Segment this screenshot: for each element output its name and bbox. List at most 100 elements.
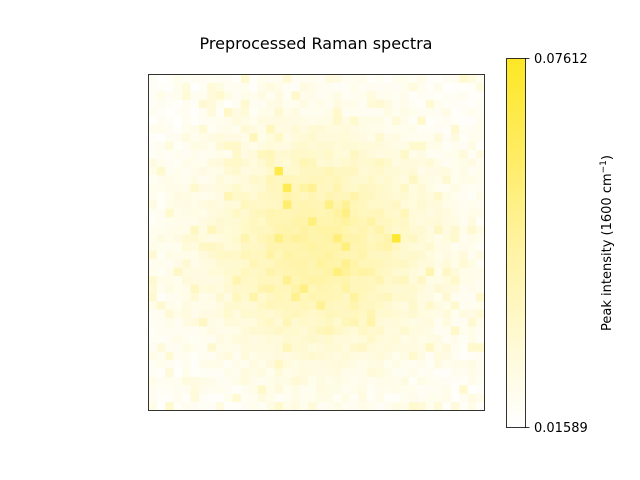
heatmap-cell [291, 116, 300, 126]
heatmap-cell [274, 208, 284, 218]
heatmap-cell [333, 183, 342, 193]
heatmap-cell [257, 116, 267, 126]
heatmap-cell [375, 166, 384, 176]
heatmap-cell [274, 91, 284, 100]
heatmap-cell [190, 91, 200, 100]
heatmap-cell [324, 133, 334, 142]
heatmap-cell [282, 276, 292, 285]
heatmap-cell [266, 334, 275, 344]
heatmap-cell [198, 376, 208, 386]
colorbar-label: Peak intensity (1600 cm−1) [599, 155, 615, 331]
heatmap-cell [215, 351, 225, 361]
heatmap-cell [358, 141, 368, 151]
heatmap-cell [282, 368, 292, 378]
heatmap-cell [400, 150, 410, 159]
heatmap-cell [224, 309, 233, 319]
heatmap-cell [425, 284, 435, 294]
heatmap-cell [240, 175, 250, 184]
heatmap-cell [148, 175, 158, 184]
heatmap-cell [207, 259, 216, 268]
heatmap-cell [173, 250, 183, 260]
heatmap-cell [165, 208, 174, 218]
heatmap-cell [148, 74, 158, 84]
heatmap-cell [232, 208, 242, 218]
heatmap-cell [392, 351, 401, 361]
heatmap-cell [366, 74, 376, 84]
heatmap-cell [156, 301, 166, 310]
heatmap-cell [148, 368, 158, 378]
heatmap-cell [476, 183, 485, 193]
heatmap-cell [165, 360, 174, 369]
heatmap-cell [442, 259, 452, 268]
heatmap-cell [442, 334, 452, 344]
heatmap-cell [198, 276, 208, 285]
heatmap-cell [308, 225, 317, 235]
heatmap-cell [392, 376, 401, 386]
heatmap-cell [375, 360, 384, 369]
heatmap-cell [299, 225, 309, 235]
heatmap-cell [442, 402, 452, 411]
heatmap-cell [425, 351, 435, 361]
heatmap-cell [442, 351, 452, 361]
heatmap-cell [299, 284, 309, 294]
heatmap-cell [459, 124, 468, 134]
heatmap-cell [442, 150, 452, 159]
heatmap-cell [215, 208, 225, 218]
heatmap-cell [442, 301, 452, 310]
heatmap-cell [442, 192, 452, 201]
heatmap-cell [434, 334, 443, 344]
heatmap-cell [400, 225, 410, 235]
heatmap-cell [417, 242, 426, 252]
heatmap-cell [274, 301, 284, 310]
heatmap-cell [316, 267, 326, 277]
heatmap-cell [190, 259, 200, 268]
heatmap-cell [274, 309, 284, 319]
heatmap-cell [316, 385, 326, 394]
heatmap-cell [308, 309, 317, 319]
heatmap-cell [333, 166, 342, 176]
heatmap-cell [383, 393, 393, 403]
heatmap-cell [215, 99, 225, 109]
heatmap-cell [324, 276, 334, 285]
heatmap-cell [358, 82, 368, 92]
heatmap-cell [308, 385, 317, 394]
heatmap-cell [459, 183, 468, 193]
heatmap-cell [148, 301, 158, 310]
heatmap-cell [383, 133, 393, 142]
heatmap-cell [249, 376, 258, 386]
heatmap-cell [341, 343, 351, 352]
heatmap-cell [375, 318, 384, 327]
heatmap-cell [224, 267, 233, 277]
heatmap-cell [392, 267, 401, 277]
heatmap-cell [156, 225, 166, 235]
heatmap-cell [408, 242, 418, 252]
heatmap-cell [173, 208, 183, 218]
heatmap-cell [240, 234, 250, 243]
heatmap-cell [358, 192, 368, 201]
heatmap-cell [165, 385, 174, 394]
heatmap-cell [392, 276, 401, 285]
heatmap-cell [467, 267, 477, 277]
heatmap-cell [291, 343, 300, 352]
heatmap-cell [459, 326, 468, 336]
heatmap-cell [450, 99, 460, 109]
heatmap-cell [366, 208, 376, 218]
heatmap-cell [291, 284, 300, 294]
heatmap-cell [215, 334, 225, 344]
heatmap-cell [425, 91, 435, 100]
chart-title: Preprocessed Raman spectra [200, 34, 433, 53]
heatmap-cell [282, 250, 292, 260]
heatmap-cell [316, 116, 326, 126]
heatmap-cell [375, 292, 384, 302]
heatmap-cell [341, 225, 351, 235]
heatmap-cell [366, 318, 376, 327]
heatmap-cell [324, 108, 334, 117]
heatmap-cell [173, 91, 183, 100]
heatmap-cell [476, 309, 485, 319]
heatmap-cell [182, 309, 191, 319]
heatmap-cell [257, 393, 267, 403]
heatmap-cell [434, 276, 443, 285]
heatmap-cell [282, 385, 292, 394]
heatmap-cell [232, 150, 242, 159]
heatmap-cell [425, 183, 435, 193]
